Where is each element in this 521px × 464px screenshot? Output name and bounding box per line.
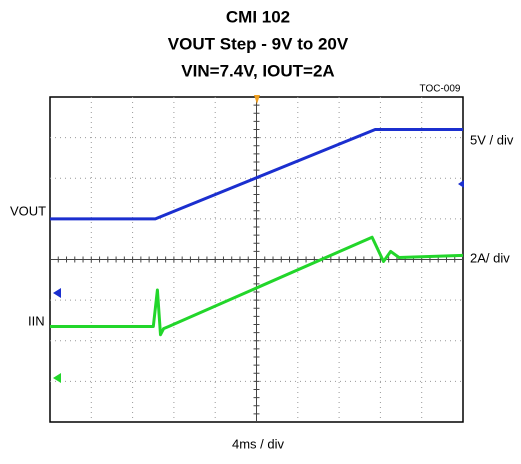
channel-label: VOUT [10,203,46,218]
trigger-marker [254,95,260,104]
annotation: TOC-009 [420,84,461,95]
title-line: VOUT Step - 9V to 20V [168,34,349,53]
x-axis-label: 4ms / div [232,436,285,451]
trace [50,235,464,337]
title-line: CMI 102 [226,7,290,26]
channel-label: IIN [28,313,45,328]
level-marker [458,180,464,188]
grid [50,97,463,422]
ground-marker [53,373,61,383]
title-line: VIN=7.4V, IOUT=2A [181,61,334,80]
scale-label: 5V / div [470,132,514,147]
trace [50,128,463,221]
ground-marker [53,288,61,298]
scale-label: 2A/ div [470,250,510,265]
